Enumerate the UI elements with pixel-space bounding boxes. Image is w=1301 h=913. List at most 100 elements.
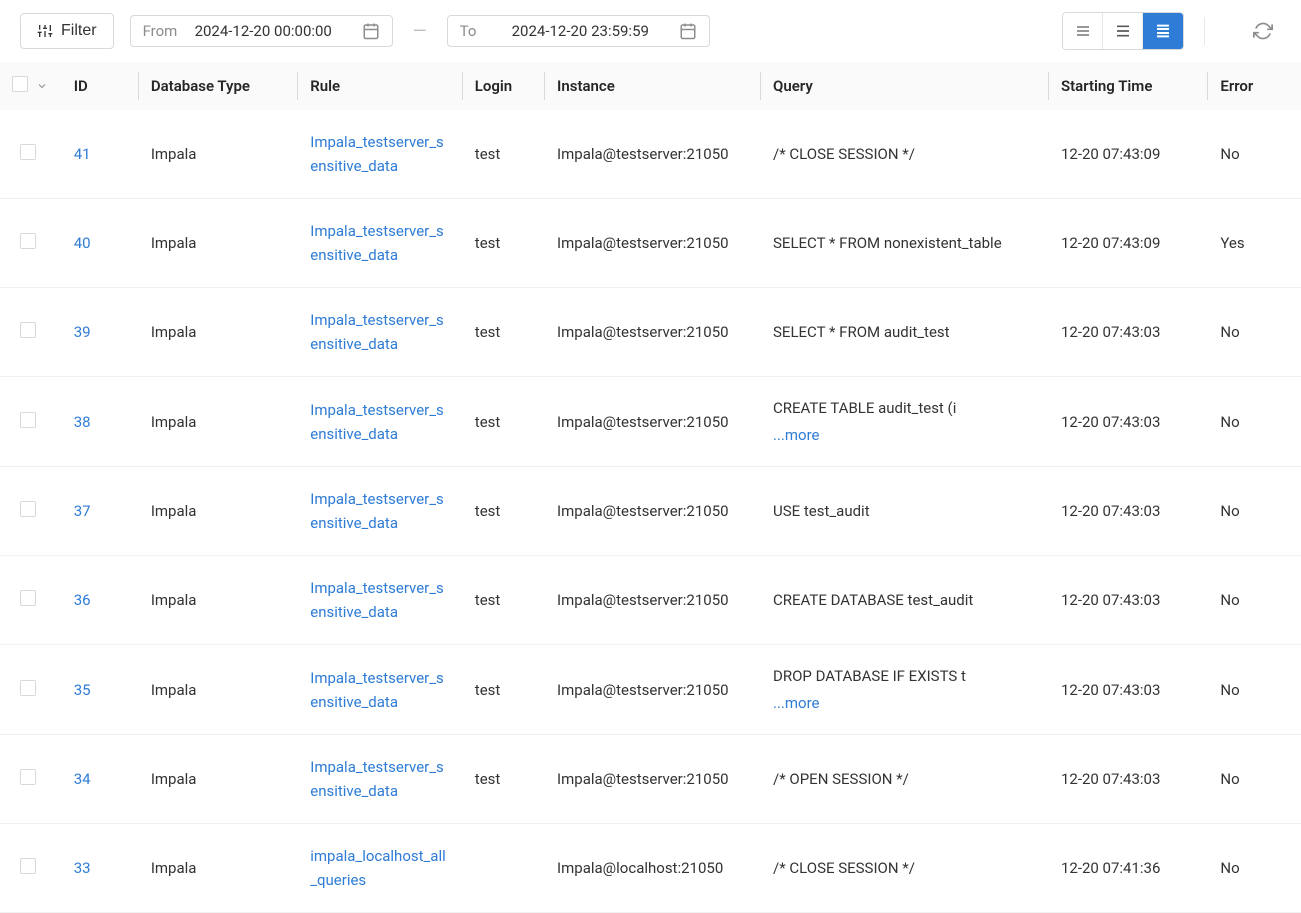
row-checkbox[interactable]	[20, 144, 36, 160]
row-error: No	[1208, 467, 1301, 556]
row-id-link[interactable]: 34	[74, 770, 91, 788]
table-row: 36 ImpalaImpala_testserver_sensitive_data…	[0, 556, 1301, 645]
chevron-down-icon[interactable]	[36, 78, 48, 96]
refresh-icon	[1253, 21, 1273, 41]
table-row: 37ImpalaImpala_testserver_sensitive_data…	[0, 467, 1301, 556]
row-checkbox[interactable]	[20, 322, 36, 338]
row-login: test	[463, 645, 545, 735]
row-rule-link[interactable]: Impala_testserver_sensitive_data	[310, 755, 451, 803]
row-query: SELECT * FROM audit_test	[761, 288, 1049, 377]
row-rule-link[interactable]: Impala_testserver_sensitive_data	[310, 576, 451, 624]
row-time: 12-20 07:43:03	[1049, 735, 1208, 824]
row-login: test	[463, 735, 545, 824]
col-header-login[interactable]: Login	[463, 62, 545, 110]
col-header-rule[interactable]: Rule	[298, 62, 463, 110]
row-checkbox[interactable]	[20, 233, 36, 249]
from-date-input[interactable]: From 2024-12-20 00:00:00	[130, 15, 393, 47]
row-id-link[interactable]: 33	[74, 859, 91, 877]
row-query: DROP DATABASE IF EXISTS t...more	[761, 645, 1049, 735]
row-id-link[interactable]: 35	[74, 681, 91, 699]
col-header-id[interactable]: ID	[62, 62, 139, 110]
col-header-starting-time[interactable]: Starting Time	[1049, 62, 1208, 110]
row-rule-link[interactable]: Impala_testserver_sensitive_data	[310, 487, 451, 535]
row-db-type: Impala	[139, 199, 298, 288]
row-rule-link[interactable]: Impala_testserver_sensitive_data	[310, 308, 451, 356]
row-error: No	[1208, 735, 1301, 824]
row-id-link[interactable]: 37	[74, 502, 91, 520]
row-error: No	[1208, 824, 1301, 913]
query-more-link[interactable]: ...more	[773, 424, 1037, 447]
row-rule-link[interactable]: Impala_testserver_sensitive_data	[310, 219, 451, 267]
row-db-type: Impala	[139, 288, 298, 377]
row-id-link[interactable]: 36	[74, 591, 91, 609]
row-login: test	[463, 556, 545, 645]
col-header-database-type[interactable]: Database Type	[139, 62, 298, 110]
row-id-link[interactable]: 38	[74, 413, 91, 431]
row-checkbox[interactable]	[20, 590, 36, 606]
select-all-checkbox[interactable]	[12, 76, 28, 92]
row-id-link[interactable]: 39	[74, 323, 91, 341]
table-row: 38 ImpalaImpala_testserver_sensitive_data…	[0, 377, 1301, 467]
toolbar-divider	[1204, 17, 1205, 45]
density-comfortable-button[interactable]	[1143, 13, 1183, 49]
density-toggle-group	[1062, 12, 1184, 50]
calendar-icon	[362, 22, 380, 40]
to-value: 2024-12-20 23:59:59	[512, 22, 667, 40]
row-instance: Impala@testserver:21050	[545, 645, 761, 735]
row-query: /* CLOSE SESSION */	[761, 110, 1049, 199]
row-time: 12-20 07:43:03	[1049, 377, 1208, 467]
row-instance: Impala@testserver:21050	[545, 199, 761, 288]
list-icon	[1153, 23, 1173, 39]
row-error: No	[1208, 556, 1301, 645]
filter-label: Filter	[61, 22, 97, 40]
row-rule-link[interactable]: impala_localhost_all_queries	[310, 844, 451, 892]
table-row: 40 ImpalaImpala_testserver_sensitive_data…	[0, 199, 1301, 288]
row-db-type: Impala	[139, 735, 298, 824]
row-checkbox[interactable]	[20, 769, 36, 785]
row-query: SELECT * FROM nonexistent_table	[761, 199, 1049, 288]
density-compact-button[interactable]	[1063, 13, 1103, 49]
row-login: test	[463, 110, 545, 199]
row-checkbox[interactable]	[20, 501, 36, 517]
table-row: 35 ImpalaImpala_testserver_sensitive_data…	[0, 645, 1301, 735]
row-time: 12-20 07:43:09	[1049, 110, 1208, 199]
row-checkbox[interactable]	[20, 858, 36, 874]
row-db-type: Impala	[139, 556, 298, 645]
row-time: 12-20 07:41:36	[1049, 824, 1208, 913]
row-login: test	[463, 467, 545, 556]
row-db-type: Impala	[139, 377, 298, 467]
query-more-link[interactable]: ...more	[773, 692, 1037, 715]
sliders-icon	[37, 23, 53, 39]
row-time: 12-20 07:43:03	[1049, 288, 1208, 377]
col-header-instance[interactable]: Instance	[545, 62, 761, 110]
row-time: 12-20 07:43:03	[1049, 645, 1208, 735]
row-id-link[interactable]: 40	[74, 234, 91, 252]
col-header-error[interactable]: Error	[1208, 62, 1301, 110]
col-header-query[interactable]: Query	[761, 62, 1049, 110]
row-instance: Impala@testserver:21050	[545, 556, 761, 645]
row-instance: Impala@testserver:21050	[545, 735, 761, 824]
row-rule-link[interactable]: Impala_testserver_sensitive_data	[310, 130, 451, 178]
row-instance: Impala@localhost:21050	[545, 824, 761, 913]
to-label: To	[460, 22, 500, 40]
row-rule-link[interactable]: Impala_testserver_sensitive_data	[310, 666, 451, 714]
table-row: 41ImpalaImpala_testserver_sensitive_data…	[0, 110, 1301, 199]
refresh-button[interactable]	[1245, 13, 1281, 49]
density-medium-button[interactable]	[1103, 13, 1143, 49]
row-time: 12-20 07:43:09	[1049, 199, 1208, 288]
select-all-header	[0, 62, 62, 110]
row-id-link[interactable]: 41	[74, 145, 91, 163]
row-query: /* OPEN SESSION */	[761, 735, 1049, 824]
row-login: test	[463, 199, 545, 288]
row-db-type: Impala	[139, 645, 298, 735]
row-login: test	[463, 377, 545, 467]
row-instance: Impala@testserver:21050	[545, 377, 761, 467]
row-rule-link[interactable]: Impala_testserver_sensitive_data	[310, 398, 451, 446]
date-range-separator: —	[409, 21, 431, 42]
filter-button[interactable]: Filter	[20, 13, 114, 49]
audit-table: ID Database Type Rule Login Instance Que…	[0, 62, 1301, 913]
to-date-input[interactable]: To 2024-12-20 23:59:59	[447, 15, 710, 47]
calendar-icon	[679, 22, 697, 40]
row-checkbox[interactable]	[20, 680, 36, 696]
row-checkbox[interactable]	[20, 412, 36, 428]
